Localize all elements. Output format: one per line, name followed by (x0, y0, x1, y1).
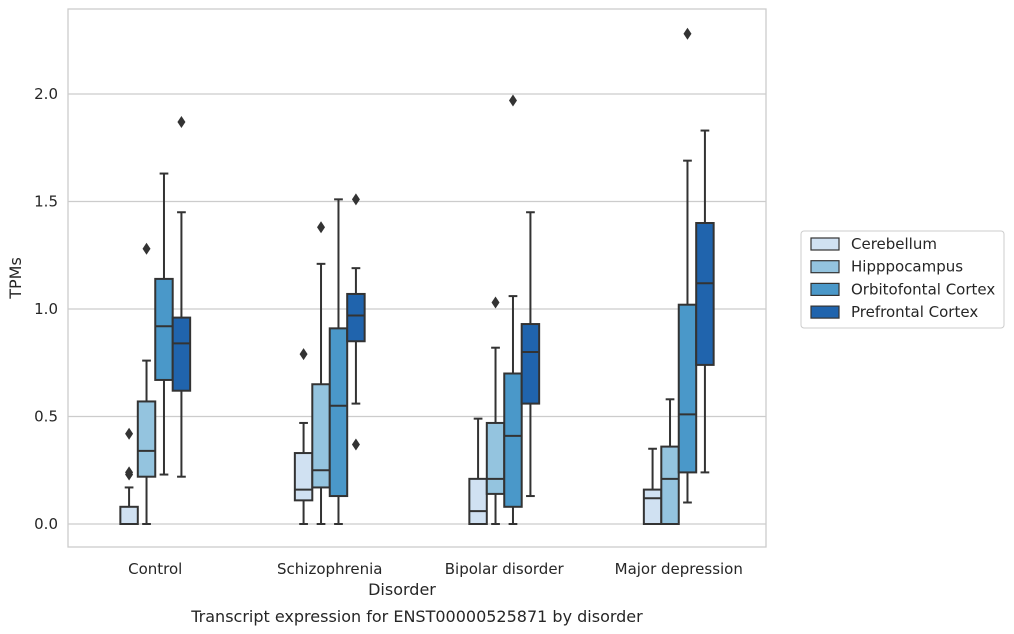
y-tick-labels: 0.0 0.5 1.0 1.5 2.0 (34, 85, 58, 533)
plot-frame (67, 8, 767, 548)
legend-frame (800, 230, 1005, 329)
outlier-point (508, 94, 517, 107)
outlier-point (125, 427, 134, 440)
chart-caption: Transcript expression for ENST0000052587… (190, 607, 643, 626)
box (695, 129, 715, 474)
box (677, 27, 698, 504)
box-iqr (328, 327, 349, 498)
box-iqr (119, 505, 139, 525)
y-tick-label: 1.0 (34, 300, 58, 318)
outlier-point (142, 242, 151, 255)
box-iqr (171, 316, 192, 392)
box-iqr (503, 372, 523, 508)
x-tick-label: Major depression (615, 560, 743, 578)
outlier-point (683, 27, 692, 40)
box-iqr (293, 452, 314, 502)
legend-label: Cerebellum (851, 235, 937, 253)
box-iqr (660, 445, 680, 526)
x-axis-label: Disorder (368, 580, 436, 599)
x-tick-label: Bipolar disorder (445, 560, 565, 578)
series-cerebellum (119, 348, 663, 526)
box (154, 172, 174, 476)
box (136, 242, 157, 525)
y-tick-label: 2.0 (34, 85, 58, 103)
outlier-point (299, 348, 308, 361)
box-iqr (485, 421, 506, 495)
box-iqr (695, 222, 715, 366)
outlier-point (491, 296, 500, 309)
x-tick-label: Schizophrenia (277, 560, 382, 578)
box (346, 193, 366, 451)
legend-swatch (810, 237, 840, 251)
box-iqr (136, 400, 157, 478)
legend-label: Prefrontal Cortex (851, 303, 978, 321)
legend: Cerebellum Hipppocampus Orbitofontal Corte… (800, 230, 1005, 329)
box (171, 115, 192, 478)
y-tick-label: 1.5 (34, 193, 58, 211)
box-iqr (520, 323, 541, 405)
legend-label: Hipppocampus (851, 258, 963, 276)
box-iqr (677, 303, 698, 474)
box (328, 198, 349, 525)
x-tick-label: Control (128, 560, 182, 578)
box (503, 94, 523, 525)
box (642, 447, 663, 526)
box (660, 398, 680, 526)
x-tick-labels: Control Schizophrenia Bipolar disorder Majo… (128, 560, 743, 578)
outlier-point (351, 438, 360, 451)
box (468, 417, 488, 526)
box-iqr (468, 477, 488, 526)
box (119, 427, 139, 525)
box-iqr (154, 277, 174, 381)
series-hipppocampus (136, 221, 680, 526)
box-iqr (642, 488, 663, 526)
legend-swatch (810, 305, 840, 319)
outlier-point (351, 193, 360, 206)
legend-label: Orbitofontal Cortex (851, 280, 995, 298)
y-tick-label: 0.0 (34, 515, 58, 533)
legend-swatch (810, 282, 840, 296)
outlier-point (177, 115, 186, 128)
y-tick-label: 0.5 (34, 408, 58, 426)
box-series (119, 27, 715, 526)
box (520, 211, 541, 498)
box-iqr (311, 383, 331, 489)
legend-swatch (810, 260, 840, 274)
series-prefrontal-cortex (171, 115, 715, 498)
outlier-point (317, 221, 326, 234)
series-orbitofontal-cortex (154, 27, 698, 525)
box (485, 296, 506, 525)
box-iqr (346, 292, 366, 343)
y-axis-label: TPMs (6, 257, 25, 300)
outlier-point (125, 466, 134, 479)
